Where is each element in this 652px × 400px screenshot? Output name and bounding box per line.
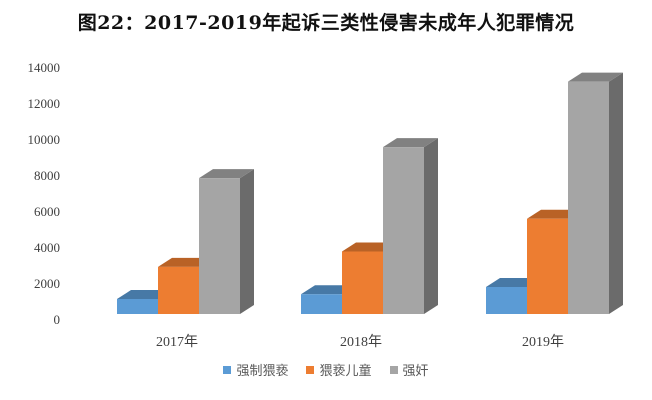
legend-label: 猥亵儿童 xyxy=(319,364,372,379)
bar-front xyxy=(117,299,158,314)
bar-side xyxy=(424,138,438,314)
y-tick-label: 2000 xyxy=(34,276,60,291)
y-tick-label: 10000 xyxy=(27,132,61,147)
legend-item: 猥亵儿童 xyxy=(306,360,372,379)
bar-top xyxy=(199,169,254,179)
legend-swatch-icon xyxy=(306,365,315,374)
chart-title: 图22：2017-2019年起诉三类性侵害未成年人犯罪情况 xyxy=(77,12,575,34)
y-tick-label: 14000 xyxy=(27,60,61,75)
y-tick-label: 6000 xyxy=(34,204,60,219)
legend-item: 强奸 xyxy=(389,360,429,379)
bar-top xyxy=(568,72,623,82)
legend-item: 强制猥亵 xyxy=(223,360,288,379)
bar-front xyxy=(158,266,199,314)
bar-side xyxy=(240,169,254,314)
legend-swatch-icon xyxy=(389,365,398,374)
legend-swatch-icon xyxy=(223,365,232,374)
y-tick-label: 8000 xyxy=(34,168,60,183)
x-tick-label: 2019年 xyxy=(522,335,564,350)
x-tick-label: 2017年 xyxy=(156,335,198,350)
legend-label: 强奸 xyxy=(402,364,429,379)
legend: 强制猥亵 猥亵儿童 强奸 xyxy=(0,360,652,379)
legend-label: 强制猥亵 xyxy=(236,364,289,379)
y-tick-label: 4000 xyxy=(34,240,60,255)
bar-front xyxy=(486,287,527,314)
x-tick-label: 2018年 xyxy=(340,335,382,350)
y-tick-label: 12000 xyxy=(27,96,61,111)
bar-front xyxy=(199,178,240,314)
bar-front xyxy=(527,218,568,314)
bar-front xyxy=(342,251,383,314)
bar-top xyxy=(383,138,438,148)
bar-front xyxy=(301,294,342,314)
bar-front xyxy=(383,147,424,314)
y-tick-label: 0 xyxy=(53,312,61,327)
bar-front xyxy=(568,81,609,315)
bar-side xyxy=(609,72,623,315)
